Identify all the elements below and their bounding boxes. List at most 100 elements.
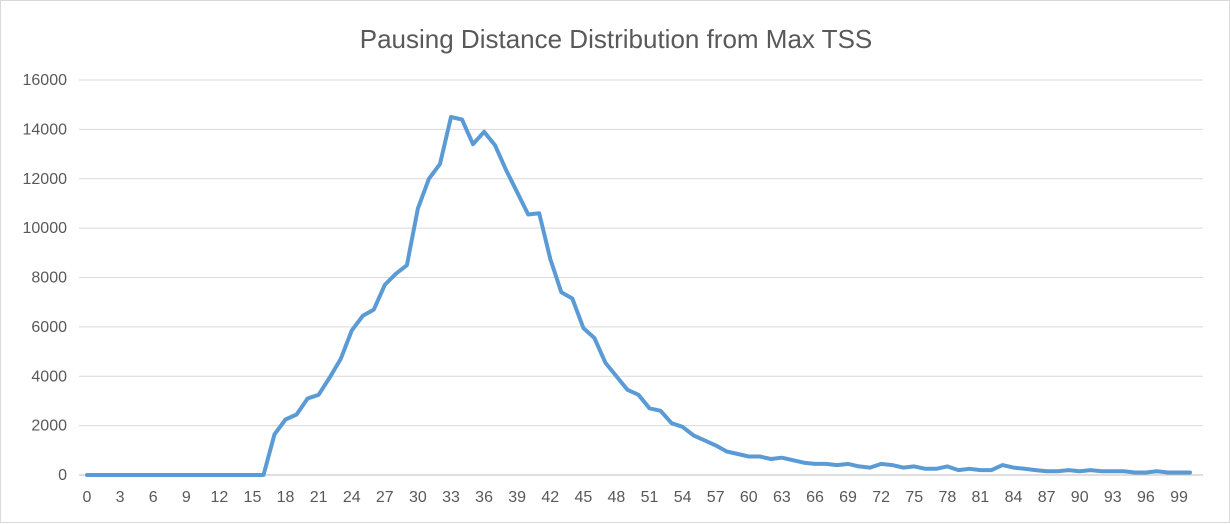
data-point: [438, 162, 442, 166]
data-point: [537, 211, 541, 215]
data-point: [217, 473, 221, 477]
data-point: [261, 473, 265, 477]
data-point: [879, 462, 883, 466]
data-point: [692, 434, 696, 437]
data-point: [1166, 471, 1170, 475]
data-point: [1067, 468, 1071, 472]
x-tick-label: 81: [972, 489, 990, 506]
x-tick-label: 72: [872, 489, 890, 506]
data-point: [118, 473, 122, 477]
data-point: [206, 473, 210, 477]
data-point: [603, 361, 607, 365]
data-point: [890, 463, 894, 467]
data-point: [350, 329, 354, 333]
data-point: [581, 326, 585, 330]
x-tick-label: 99: [1170, 489, 1188, 506]
data-point: [637, 393, 640, 397]
x-tick-label: 90: [1071, 489, 1089, 506]
data-point: [162, 473, 166, 477]
data-point: [1177, 471, 1181, 475]
x-tick-label: 48: [608, 489, 626, 506]
data-point: [416, 206, 420, 210]
data-point: [714, 443, 718, 447]
x-tick-label: 0: [83, 489, 92, 506]
data-point: [548, 257, 552, 261]
x-tick-label: 93: [1104, 489, 1122, 506]
data-point: [681, 425, 685, 429]
y-tick-label: 6000: [31, 319, 67, 336]
series-line: [85, 115, 1192, 477]
data-point: [614, 374, 618, 378]
x-tick-label: 84: [1005, 489, 1023, 506]
x-tick-label: 42: [541, 489, 559, 506]
y-tick-label: 10000: [23, 220, 68, 237]
x-tick-label: 39: [508, 489, 526, 506]
data-point: [592, 336, 596, 340]
x-tick-label: 36: [475, 489, 493, 506]
data-point: [328, 375, 332, 379]
data-point: [184, 473, 188, 477]
chart-title: Pausing Distance Distribution from Max T…: [360, 24, 873, 54]
data-point: [1012, 466, 1016, 470]
data-point: [1133, 471, 1137, 475]
data-point: [1023, 467, 1027, 471]
data-point: [317, 393, 321, 397]
x-tick-label: 45: [574, 489, 592, 506]
data-point: [670, 421, 674, 425]
series-layer: [85, 115, 1192, 477]
data-point: [493, 143, 497, 147]
data-point: [228, 473, 232, 477]
data-point: [747, 454, 751, 458]
data-point: [239, 473, 243, 477]
data-point: [96, 473, 100, 477]
data-point: [273, 432, 277, 436]
data-point: [559, 290, 563, 294]
data-point: [1000, 463, 1004, 467]
x-tick-label: 24: [343, 489, 361, 506]
data-point: [515, 190, 519, 194]
data-point: [140, 473, 144, 477]
data-point: [85, 473, 89, 477]
data-point: [504, 168, 508, 172]
data-point: [460, 118, 464, 121]
data-point: [427, 177, 431, 181]
x-tick-label: 15: [244, 489, 262, 506]
data-point: [173, 473, 177, 477]
data-point: [813, 462, 817, 466]
y-tick-label: 16000: [23, 72, 68, 89]
data-point: [482, 130, 486, 134]
x-tick-label: 21: [310, 489, 328, 506]
data-point: [151, 473, 155, 477]
data-point: [1089, 468, 1093, 472]
data-point: [956, 468, 960, 472]
data-point: [339, 357, 343, 361]
data-point: [1111, 469, 1115, 473]
data-point: [394, 272, 398, 276]
data-point: [405, 263, 409, 267]
data-point: [1045, 469, 1049, 473]
y-tick-label: 2000: [31, 418, 67, 435]
data-point: [978, 468, 982, 472]
data-point: [1078, 469, 1082, 473]
x-tick-label: 69: [839, 489, 857, 506]
data-point: [989, 468, 993, 472]
data-point: [1155, 469, 1159, 473]
x-axis-ticks: 0 3 6 9 12 15 18 21 24 27 30 33 36 39 42 45 48 51 54 57 60 63…: [83, 489, 1188, 506]
data-point: [802, 461, 806, 465]
data-point: [934, 467, 938, 471]
data-point: [129, 473, 133, 477]
data-point: [449, 115, 453, 119]
y-tick-label: 14000: [23, 121, 68, 138]
data-point: [1034, 468, 1038, 472]
data-point: [1100, 469, 1104, 473]
x-tick-label: 63: [773, 489, 791, 506]
data-point: [284, 417, 288, 421]
x-tick-label: 33: [442, 489, 460, 506]
data-point: [625, 388, 629, 392]
data-point: [659, 409, 663, 413]
x-tick-label: 57: [707, 489, 725, 506]
x-tick-label: 75: [905, 489, 923, 506]
x-tick-label: 54: [674, 489, 692, 506]
data-point: [824, 462, 828, 466]
